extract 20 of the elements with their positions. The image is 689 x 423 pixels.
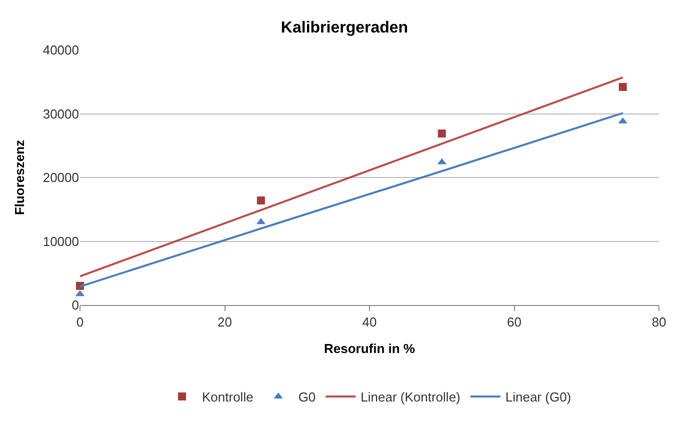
y-tick-label: 20000	[42, 170, 79, 186]
x-axis-title: Resorufin in %	[324, 341, 416, 356]
x-tick-label: 60	[507, 314, 522, 330]
line-series	[80, 76, 624, 278]
point	[618, 82, 627, 91]
y-axis-title: Fluoreszenz	[12, 139, 27, 216]
legend-label: Linear (Kontrolle)	[360, 390, 460, 405]
x-tick-label: 40	[362, 314, 377, 330]
y-tick-label: 40000	[42, 42, 79, 58]
legend-label: G0	[298, 390, 316, 405]
point	[256, 196, 265, 204]
chart-title: Kalibriergeraden	[280, 19, 408, 36]
x-tick-label: 20	[218, 314, 232, 330]
y-tick-label: 0	[72, 298, 79, 313]
point	[438, 130, 446, 138]
y-tick-label: 10000	[42, 234, 79, 249]
x-tick-label: 80	[652, 314, 666, 330]
y-tick-label: 30000	[42, 106, 79, 122]
legend-label: Linear (G0)	[505, 390, 572, 405]
legend-label: Kontrolle	[202, 390, 254, 405]
